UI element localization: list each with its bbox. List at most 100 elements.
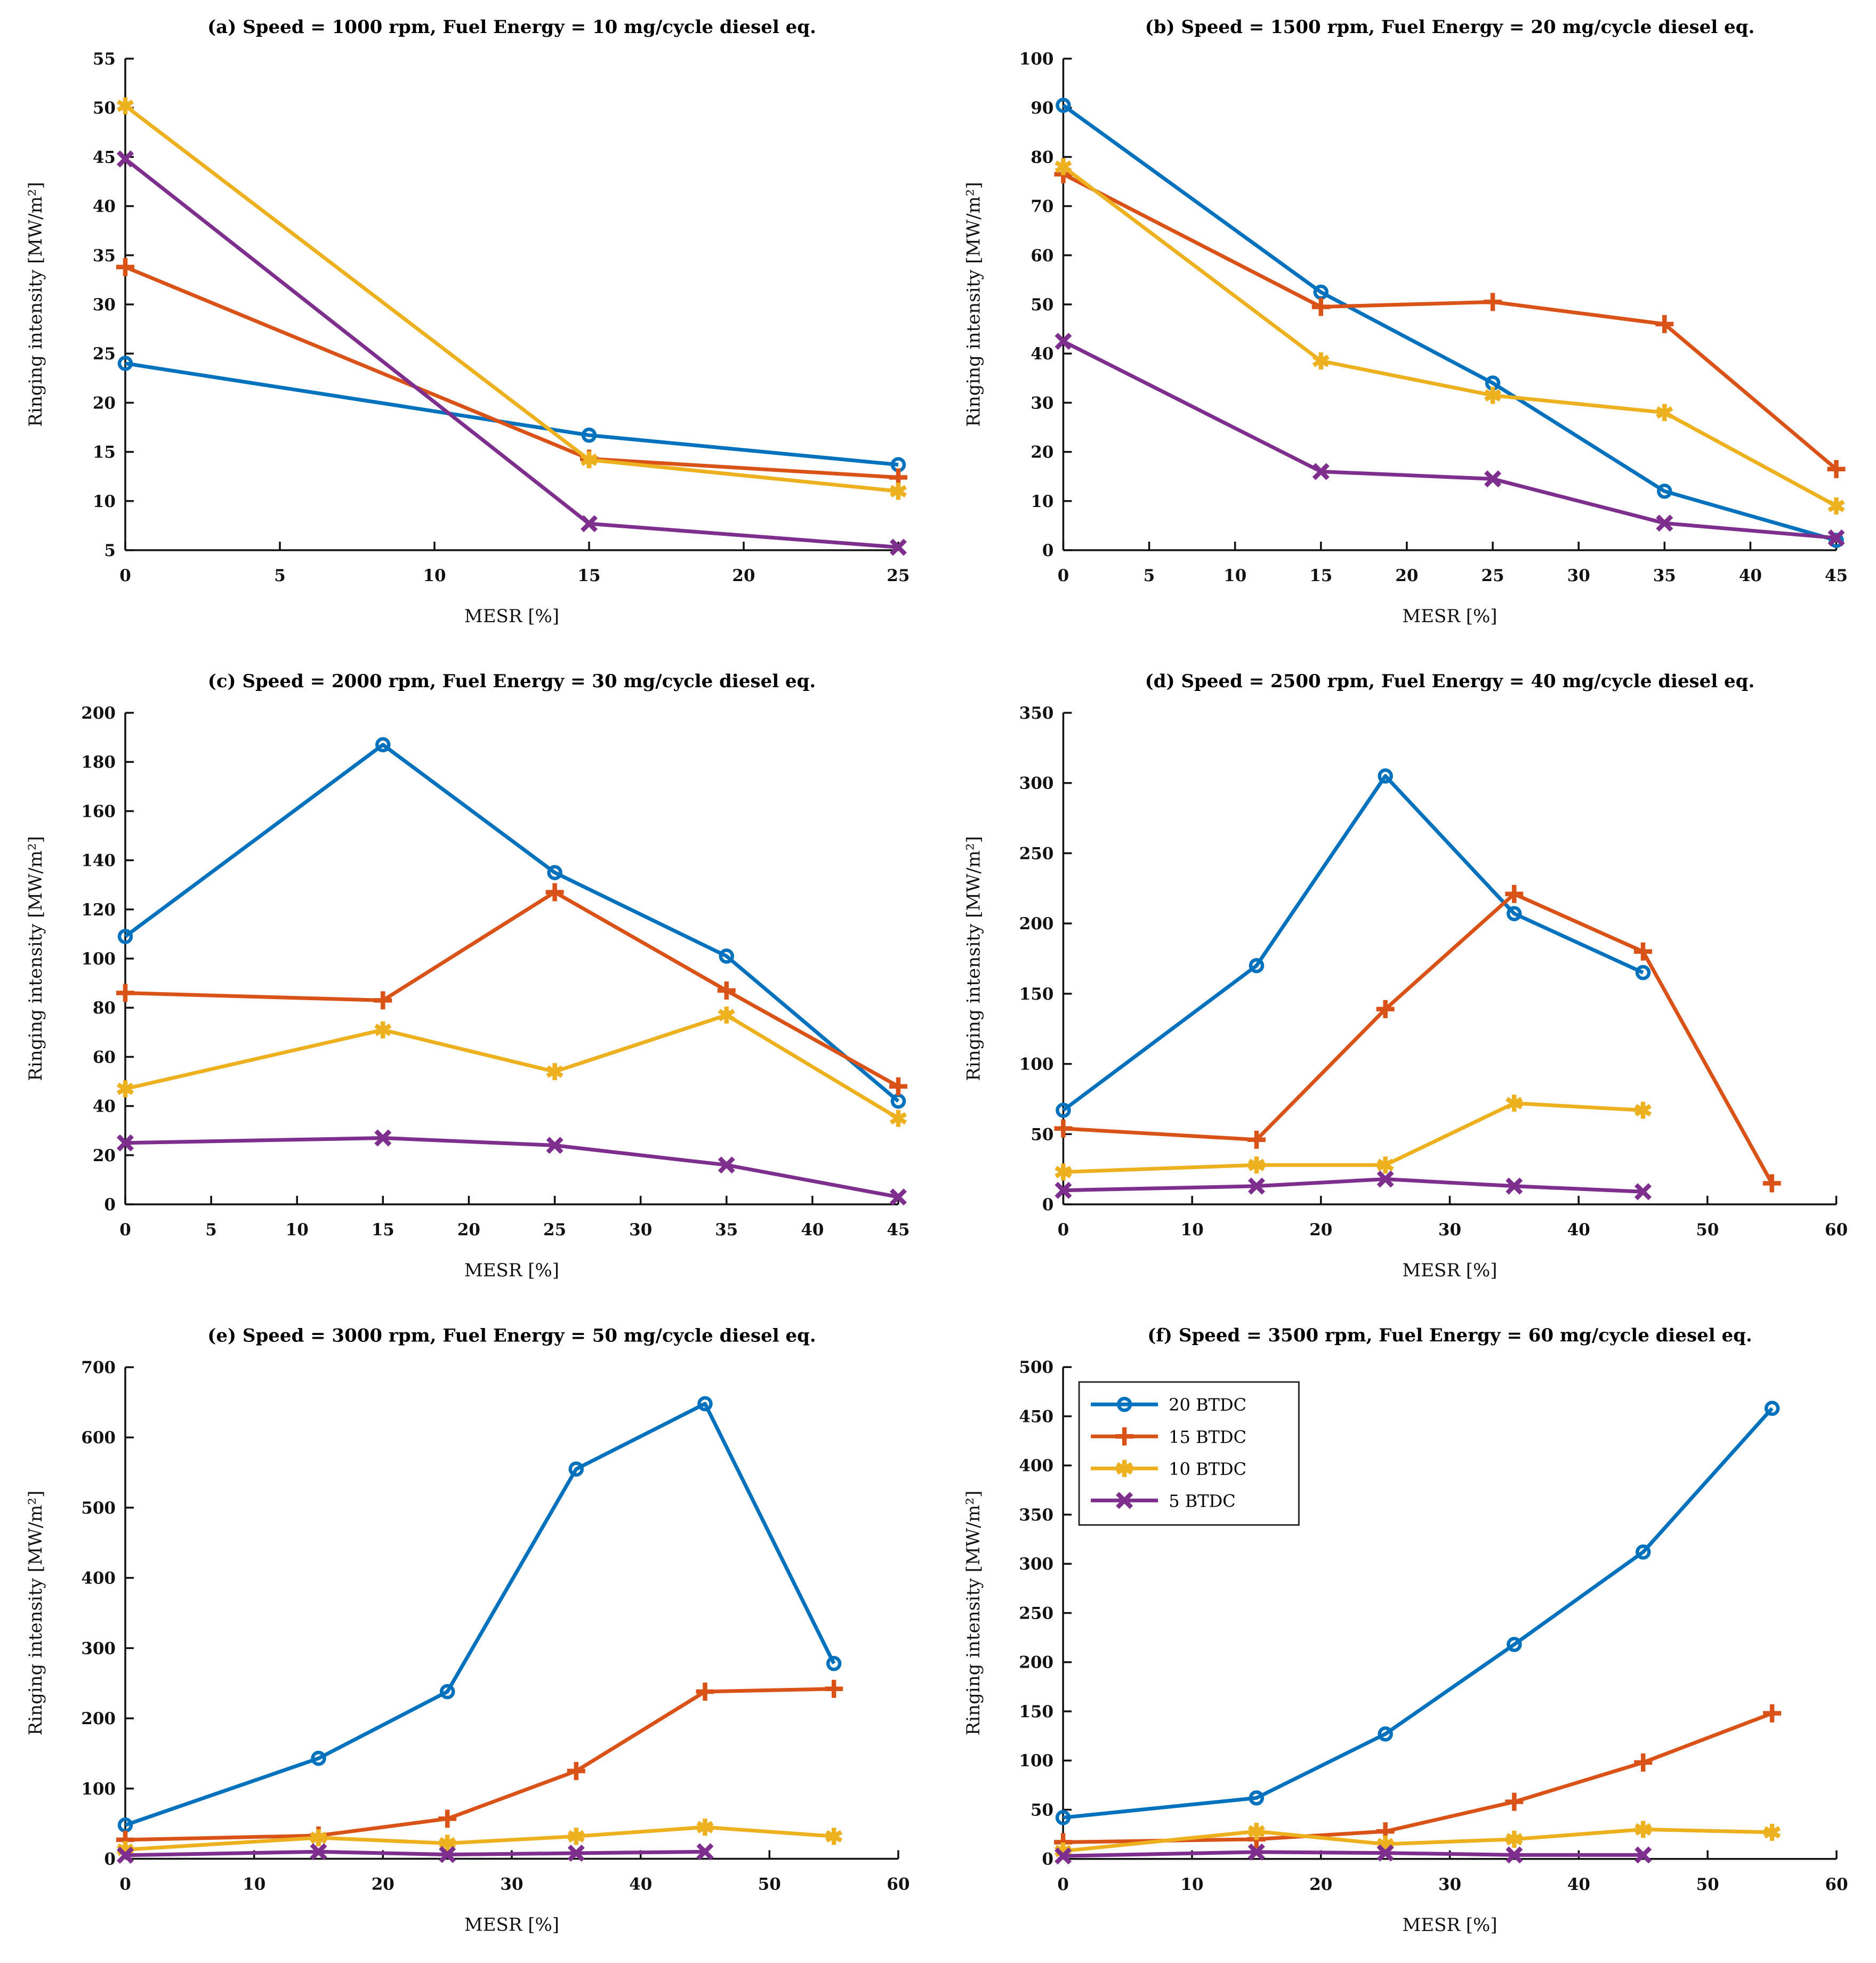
y-tick-label: 140 (81, 851, 116, 871)
series-line-15-btdc (1063, 1711, 1773, 1844)
data-point-15-btdc (545, 883, 564, 902)
x-tick-label: 40 (801, 1220, 824, 1240)
data-point-20-btdc (826, 1656, 842, 1671)
x-tick-label: 5 (1144, 566, 1155, 585)
data-point-20-btdc (1764, 1401, 1780, 1416)
x-tick-label: 0 (1057, 1875, 1069, 1894)
series-line-10-btdc (125, 1013, 899, 1120)
y-tick-label: 120 (81, 900, 116, 920)
y-tick-label: 0 (104, 1850, 116, 1869)
y-tick-label: 160 (81, 802, 116, 821)
data-point-15-btdc (1505, 1792, 1524, 1811)
legend: 20 BTDC 15 BTDC 10 BTDC 5 BTDC (1078, 1381, 1300, 1526)
x-tick-label: 10 (1223, 566, 1246, 585)
x-tick-label: 0 (1058, 1220, 1069, 1240)
x-tick-label: 0 (119, 566, 131, 585)
x-tick-label: 35 (1653, 566, 1676, 585)
data-point-20-btdc (1829, 533, 1844, 548)
x-tick-label: 5 (205, 1220, 217, 1240)
data-point-20-btdc (1635, 965, 1651, 980)
data-point-5-btdc (889, 1188, 907, 1206)
y-tick-label: 10 (93, 492, 116, 511)
data-point-15-btdc (825, 1679, 843, 1698)
y-tick-label: 20 (93, 393, 116, 413)
data-point-15-btdc (1376, 1000, 1395, 1018)
data-point-20-btdc (697, 1396, 713, 1412)
panel-a: 0 5 10 15 20 25 5 10 15 20 25 30 35 40 45 50 55 (a) Speed… (0, 0, 938, 654)
x-tick-label: 30 (1438, 1220, 1461, 1240)
data-point-20-btdc (1507, 906, 1522, 921)
y-tick-label: 45 (93, 148, 116, 167)
data-point-20-btdc (568, 1461, 584, 1477)
series-line-15-btdc (1063, 892, 1774, 1185)
data-point-10-btdc (1247, 1823, 1265, 1840)
data-point-15-btdc (1762, 1174, 1781, 1193)
x-tick-label: 45 (1825, 566, 1848, 585)
data-point-5-btdc (1634, 1183, 1652, 1201)
data-point-10-btdc (116, 1080, 134, 1098)
series-line-10-btdc (1062, 1827, 1773, 1853)
y-tick-label: 40 (93, 1097, 116, 1116)
x-tick-label: 20 (1309, 1220, 1332, 1240)
x-tick-label: 15 (1309, 566, 1332, 585)
legend-marker-5-btdc (1116, 1492, 1133, 1509)
x-axis-label: MESR [%] (464, 1260, 559, 1281)
data-point-15-btdc (1247, 1130, 1266, 1149)
y-tick-label: 400 (1019, 1457, 1053, 1476)
data-point-15-btdc (1484, 293, 1502, 311)
x-tick-label: 25 (887, 566, 909, 585)
y-tick-label: 80 (93, 999, 116, 1018)
data-point-5-btdc (567, 1844, 585, 1862)
series-line-10-btdc (1062, 165, 1838, 508)
y-tick-label: 100 (1019, 1751, 1053, 1771)
series-line-20-btdc (1062, 1407, 1774, 1820)
series-line-5-btdc (1063, 1850, 1644, 1858)
data-point-5-btdc (1054, 1847, 1072, 1865)
data-point-5-btdc (1656, 514, 1673, 532)
chart-title: (d) Speed = 2500 rpm, Fuel Energy = 40 m… (1145, 671, 1755, 692)
x-tick-label: 40 (1567, 1220, 1590, 1240)
y-tick-label: 400 (81, 1569, 116, 1588)
data-point-10-btdc (1247, 1156, 1266, 1174)
x-axis-label: MESR [%] (464, 606, 559, 627)
panel-b: 0 5 10 15 20 25 30 35 40 45 0 10 20 30 40 50 60 70 80 90 100… (938, 0, 1876, 654)
legend-label-15-btdc: 15 BTDC (1169, 1427, 1246, 1447)
y-tick-label: 15 (93, 443, 116, 462)
chart-title: (f) Speed = 3500 rpm, Fuel Energy = 60 m… (1147, 1325, 1752, 1346)
x-tick-label: 50 (1696, 1220, 1719, 1240)
data-point-10-btdc (889, 482, 907, 500)
chart-title: (e) Speed = 3000 rpm, Fuel Energy = 50 m… (207, 1325, 816, 1347)
data-point-10-btdc (1635, 1821, 1652, 1838)
data-point-5-btdc (1635, 1846, 1652, 1864)
data-point-5-btdc (1505, 1846, 1523, 1864)
data-point-20-btdc (439, 1684, 455, 1700)
x-tick-label: 30 (500, 1875, 523, 1894)
data-point-5-btdc (1054, 333, 1072, 350)
y-axis-label: Ringing intensity [MW/m²] (25, 182, 46, 427)
y-tick-label: 500 (1019, 1358, 1053, 1377)
panel-f: 0 10 20 30 40 50 60 0 50 100 150 200 250 300 350 400 450… (938, 1308, 1876, 1963)
data-point-10-btdc (1505, 1830, 1523, 1848)
data-point-10-btdc (825, 1828, 843, 1845)
y-tick-label: 100 (1019, 50, 1054, 69)
y-tick-label: 50 (1030, 1800, 1053, 1820)
y-tick-label: 0 (1042, 1850, 1054, 1869)
x-tick-label: 10 (423, 566, 446, 585)
y-tick-label: 600 (81, 1428, 116, 1447)
y-tick-label: 300 (1019, 774, 1054, 793)
data-point-5-btdc (889, 538, 907, 556)
x-axis-label: MESR [%] (464, 1914, 559, 1936)
y-tick-label: 50 (1030, 295, 1053, 315)
data-point-20-btdc (1055, 1810, 1071, 1825)
y-tick-label: 250 (1019, 1604, 1053, 1623)
panel-d: 0 10 20 30 40 50 60 0 50 100 150 200 250 300 350 (d) Sp… (938, 654, 1876, 1308)
data-point-20-btdc (547, 865, 562, 880)
y-tick-label: 50 (1030, 1125, 1053, 1144)
y-tick-label: 10 (1030, 492, 1053, 511)
series-line-15-btdc (1062, 172, 1838, 471)
legend-label-20-btdc: 20 BTDC (1169, 1395, 1246, 1415)
data-point-10-btdc (1656, 404, 1673, 421)
y-tick-label: 200 (81, 704, 116, 723)
